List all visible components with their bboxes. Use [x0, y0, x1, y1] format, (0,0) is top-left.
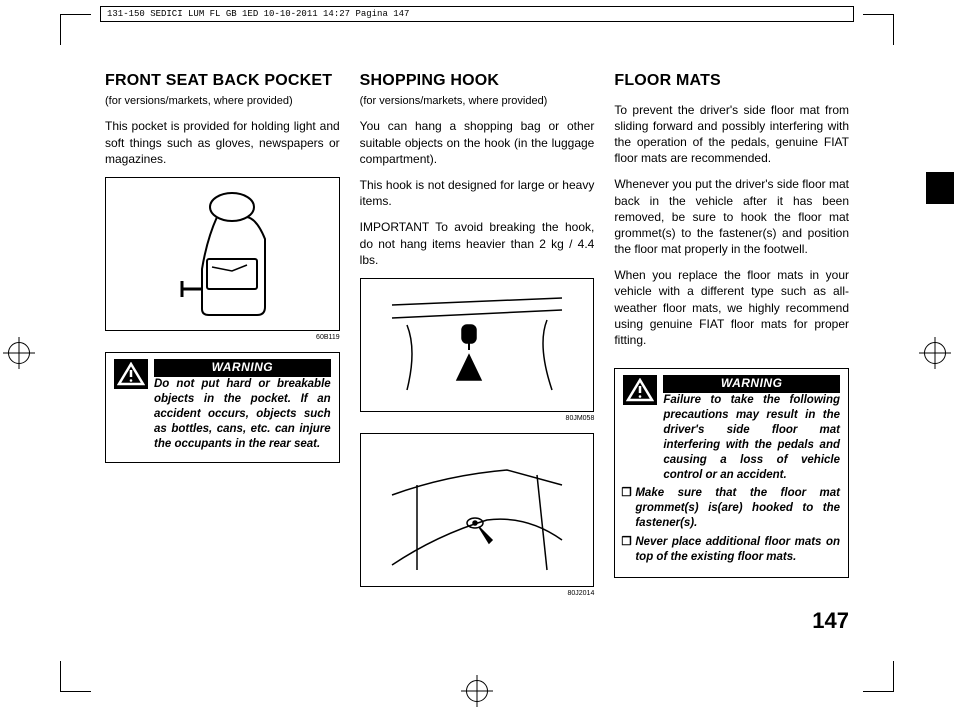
warning-list-item: Make sure that the floor mat grommet(s) …	[635, 486, 840, 531]
paragraph: IMPORTANT To avoid breaking the hook, do…	[360, 219, 595, 268]
crop-mark	[60, 14, 91, 45]
crop-mark	[863, 661, 894, 692]
paragraph: When you replace the floor mats in your …	[614, 267, 849, 348]
figure-seat-pocket	[105, 177, 340, 331]
warning-list-item: Never place additional floor mats on top…	[635, 535, 840, 565]
paragraph: This pocket is provided for holding ligh…	[105, 118, 340, 167]
page-number: 147	[812, 606, 849, 636]
paragraph: You can hang a shopping bag or other sui…	[360, 118, 595, 167]
warning-box: WARNING Do not put hard or breakable obj…	[105, 352, 340, 462]
warning-triangle-icon	[623, 375, 657, 405]
warning-triangle-icon	[114, 359, 148, 389]
manual-page: 131-150 SEDICI LUM FL GB 1ED 10-10-2011 …	[0, 0, 954, 706]
warning-text: Failure to take the following precaution…	[663, 394, 840, 481]
crop-mark	[60, 661, 91, 692]
hook-illustration-icon	[387, 290, 567, 400]
figure-hook-side	[360, 278, 595, 412]
section-tab	[926, 172, 954, 204]
heading: FRONT SEAT BACK POCKET	[105, 70, 340, 92]
content-columns: FRONT SEAT BACK POCKET (for versions/mar…	[105, 70, 849, 636]
heading: FLOOR MATS	[614, 70, 849, 92]
warning-list: Make sure that the floor mat grommet(s) …	[623, 486, 840, 565]
paragraph: This hook is not designed for large or h…	[360, 177, 595, 209]
subtitle: (for versions/markets, where provided)	[105, 94, 340, 109]
floor-hook-illustration-icon	[387, 445, 567, 575]
heading: SHOPPING HOOK	[360, 70, 595, 92]
paragraph: Whenever you put the driver's side floor…	[614, 176, 849, 257]
registration-mark-icon	[924, 342, 946, 364]
figure-hook-perspective	[360, 433, 595, 587]
registration-mark-icon	[466, 680, 488, 702]
figure-caption: 80JM058	[360, 414, 595, 423]
print-header: 131-150 SEDICI LUM FL GB 1ED 10-10-2011 …	[100, 6, 854, 22]
figure-caption: 80J2014	[360, 589, 595, 598]
figure-caption: 60B119	[105, 333, 340, 342]
crop-mark	[863, 14, 894, 45]
warning-label: WARNING	[663, 375, 840, 393]
column-front-seat-pocket: FRONT SEAT BACK POCKET (for versions/mar…	[105, 70, 340, 636]
column-floor-mats: FLOOR MATS To prevent the driver's side …	[614, 70, 849, 636]
warning-text: Do not put hard or breakable objects in …	[154, 378, 331, 450]
paragraph: To prevent the driver's side floor mat f…	[614, 102, 849, 167]
registration-mark-icon	[8, 342, 30, 364]
warning-box: WARNING Failure to take the following pr…	[614, 368, 849, 578]
subtitle: (for versions/markets, where provided)	[360, 94, 595, 109]
column-shopping-hook: SHOPPING HOOK (for versions/markets, whe…	[360, 70, 595, 636]
seat-illustration-icon	[147, 189, 297, 319]
warning-label: WARNING	[154, 359, 331, 377]
